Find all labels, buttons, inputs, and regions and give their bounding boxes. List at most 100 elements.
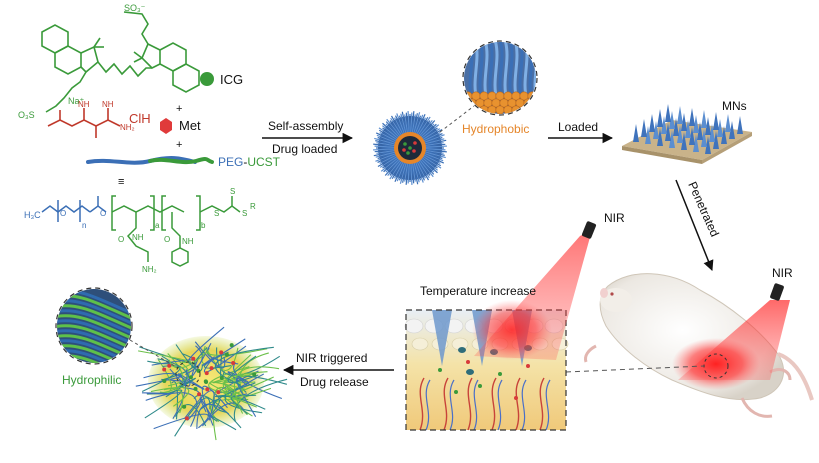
blood-vessel <box>497 379 503 431</box>
microneedle <box>693 134 699 152</box>
micelle-brush <box>416 116 429 137</box>
micelle-brush <box>394 117 405 136</box>
polymer-strand <box>147 355 171 365</box>
microneedle <box>721 126 727 144</box>
micelle-brush <box>412 113 418 135</box>
icg-label: ICG <box>220 72 243 87</box>
chain-strand <box>493 42 499 101</box>
micelle-brush <box>400 113 407 135</box>
micelle-brush <box>378 129 399 142</box>
ucst-text: UCST <box>247 155 280 169</box>
polymer-strand <box>230 373 265 397</box>
ester-o-label: O <box>100 209 106 218</box>
micelle-brush <box>385 121 402 138</box>
plus-sign-2: + <box>176 139 182 151</box>
blood-vessel <box>425 379 431 431</box>
drug-dot <box>402 148 406 152</box>
polymer-strand <box>213 382 256 414</box>
microneedle <box>665 104 671 122</box>
released-drug <box>514 396 518 400</box>
micelle-brush <box>389 159 403 180</box>
r-group-label: R <box>250 202 256 211</box>
microneedle <box>729 121 735 139</box>
blood-vessel <box>443 377 449 431</box>
microneedle <box>725 114 731 132</box>
micelle-brush <box>413 112 421 135</box>
micelle-brush <box>415 113 426 136</box>
micelle-brush <box>417 158 431 176</box>
micelle-brush <box>382 127 400 141</box>
micelle-brush <box>420 123 437 140</box>
micelle-brush <box>405 161 410 185</box>
micelle-brush <box>398 115 407 135</box>
chain-strand <box>533 42 536 101</box>
extended-chain <box>57 324 131 351</box>
micelle-brush <box>423 151 446 159</box>
micelle-brush <box>417 159 430 179</box>
peg-dash: - <box>243 155 247 169</box>
amide-o-label-2: O <box>164 235 170 244</box>
microneedle <box>681 113 687 131</box>
imine-label-2: NH <box>102 100 114 109</box>
released-drug <box>526 364 530 368</box>
micelle-brush <box>418 158 434 178</box>
microneedle <box>669 130 675 148</box>
released-drug-dot <box>216 390 221 395</box>
chain-strand <box>473 42 479 101</box>
released-drug-dot <box>182 404 187 409</box>
micelle-brush <box>418 120 436 138</box>
micelle-brush <box>423 138 445 145</box>
micelle-brush <box>375 140 397 146</box>
released-drug-dot <box>204 379 209 384</box>
micelle-brush <box>415 117 426 136</box>
released-drug-dot <box>184 416 189 421</box>
micelle-brush <box>410 111 415 135</box>
micelle-brush <box>390 117 403 137</box>
polymer-strand <box>157 358 188 388</box>
blood-vessel <box>539 377 545 431</box>
released-drug-dot <box>231 361 236 366</box>
microneedle <box>713 131 719 149</box>
microneedle <box>705 117 711 135</box>
microneedle <box>717 119 723 137</box>
micelle-brush <box>389 158 403 176</box>
microneedle <box>649 114 655 132</box>
micelle-brush <box>410 161 415 184</box>
clh-label: ClH <box>129 111 151 126</box>
polymer-strand <box>185 345 203 375</box>
micelle-brush <box>394 160 405 179</box>
microneedle <box>713 112 719 130</box>
nir-middle-label: NIR <box>604 211 625 225</box>
chain-strand <box>503 42 509 101</box>
cell-nucleus <box>458 347 466 353</box>
micelle-brush <box>422 132 441 143</box>
hydrophobic-bead <box>531 98 536 108</box>
met-hexagon-icon <box>160 118 172 134</box>
polymer-strand <box>183 390 215 421</box>
microneedle <box>677 125 683 143</box>
microneedle <box>645 126 651 144</box>
mns-label: MNs <box>722 99 747 113</box>
ether-o-label: O <box>60 209 66 218</box>
micelle-brush <box>404 114 409 135</box>
loaded-label: Loaded <box>558 120 598 134</box>
hydrophobic-zoom <box>462 40 538 116</box>
micelle-brush <box>389 120 403 138</box>
microneedle <box>641 119 647 137</box>
polymer-strand <box>163 388 184 414</box>
chain-strand <box>528 42 534 101</box>
amine-label: NH₂ <box>142 265 157 274</box>
polymer-strand <box>214 346 274 386</box>
amide-o-label: O <box>118 235 124 244</box>
polymer-strand <box>201 402 244 427</box>
polymer-strand <box>191 346 208 369</box>
sulfur-label-3: S <box>242 209 247 218</box>
released-drug-dot <box>193 386 198 391</box>
micelle-brush <box>386 118 402 138</box>
micelle-brush <box>374 145 397 148</box>
micelle-brush <box>374 148 397 153</box>
chain-strand <box>513 42 519 101</box>
micelle-brush <box>377 154 399 168</box>
micelle-brush <box>385 157 401 173</box>
